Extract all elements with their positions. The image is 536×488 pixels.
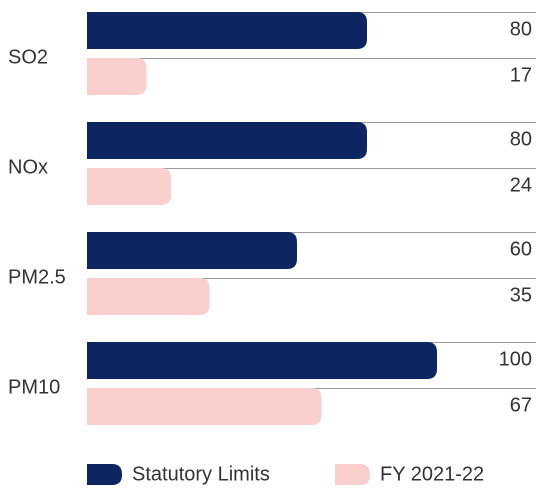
bar	[87, 278, 210, 315]
bar	[87, 342, 437, 379]
legend-label: Statutory Limits	[132, 463, 270, 485]
bar	[87, 388, 322, 425]
value-label: 24	[510, 174, 532, 196]
bar	[87, 12, 367, 49]
value-label: 35	[510, 284, 532, 306]
value-label: 80	[510, 18, 532, 40]
legend-label: FY 2021-22	[380, 463, 484, 485]
legend-swatch	[87, 464, 122, 485]
bar	[87, 122, 367, 159]
category-label: PM10	[8, 376, 60, 398]
bar	[87, 168, 171, 205]
value-label: 67	[510, 394, 532, 416]
legend-swatch	[335, 464, 370, 485]
bar	[87, 58, 147, 95]
category-label: PM2.5	[8, 266, 66, 288]
value-label: 100	[499, 348, 532, 370]
bar	[87, 232, 297, 269]
category-label: SO2	[8, 46, 48, 68]
value-label: 80	[510, 128, 532, 150]
category-label: NOx	[8, 156, 48, 178]
value-label: 60	[510, 238, 532, 260]
value-label: 17	[510, 64, 532, 86]
